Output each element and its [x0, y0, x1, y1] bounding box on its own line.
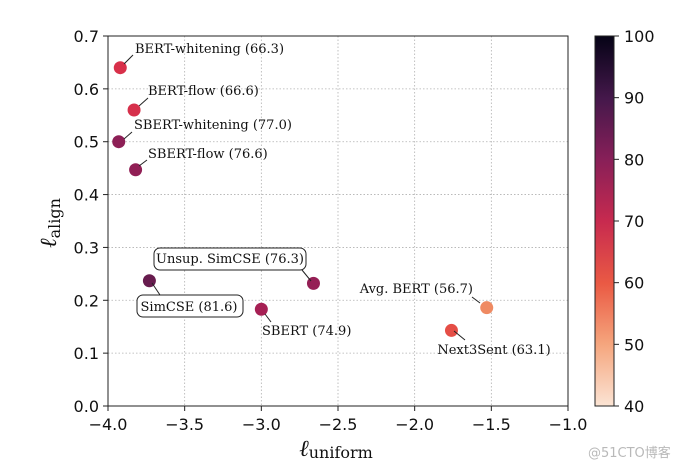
colorbar-tick-label: 90: [624, 89, 644, 108]
label-bert-flow: BERT-flow (66.6): [148, 84, 259, 99]
y-tick-label: 0.3: [74, 238, 99, 257]
x-tick-label: −3.5: [165, 415, 204, 434]
point-next3sent: [444, 323, 458, 337]
label-box-simcse: [136, 294, 244, 318]
colorbar-gradient: [594, 35, 615, 407]
y-tick-label: 0.7: [74, 27, 99, 46]
connector-sbert: [264, 313, 272, 323]
connector-avg-bert: [471, 296, 481, 304]
label-unsup-simcse: Unsup. SimCSE (76.3): [156, 252, 304, 267]
connector-next3sent: [453, 330, 466, 341]
connector-simcse: [151, 282, 161, 296]
y-tick-label: 0.0: [74, 397, 99, 416]
colorbar-tick-label: 70: [624, 212, 644, 231]
point-sbert: [254, 302, 268, 316]
point-avg-bert: [480, 301, 494, 315]
axes: −4.0 −3.5 −3.0 −2.5 −2.0 −1.5 −1.0 0.0 0.1 0.2 0.3…: [36, 27, 587, 462]
colorbar-tick-label: 100: [624, 27, 655, 46]
connector-unsup-simcse: [301, 269, 312, 282]
point-sbert-whitening: [112, 135, 126, 149]
colorbar-tick-label: 40: [624, 397, 644, 416]
point-bert-flow: [127, 103, 141, 117]
y-axis-title: ℓalign: [36, 198, 64, 248]
label-sbert-whitening: SBERT-whitening (77.0): [134, 118, 292, 133]
label-sbert: SBERT (74.9): [262, 324, 351, 339]
colorbar: 40 50 60 70 80 90 100: [594, 27, 655, 416]
y-tick-label: 0.2: [74, 291, 99, 310]
x-tick-label: −2.5: [319, 415, 358, 434]
x-tick-label: −2.0: [395, 415, 434, 434]
label-sbert-flow: SBERT-flow (76.6): [148, 147, 268, 162]
x-tick-label: −4.0: [89, 415, 128, 434]
data-points: [112, 61, 494, 337]
colorbar-tick-label: 80: [624, 150, 644, 169]
connector-sbert-whitening: [123, 131, 133, 140]
y-tick-label: 0.4: [74, 186, 99, 205]
colorbar-tick-label: 60: [624, 274, 644, 293]
point-bert-whitening: [113, 61, 127, 75]
label-simcse: SimCSE (81.6): [141, 300, 238, 315]
colorbar-tick-label: 50: [624, 335, 644, 354]
x-tick-label: −1.5: [472, 415, 511, 434]
x-tick-label: −1.0: [549, 415, 588, 434]
connector-bert-whitening: [123, 54, 134, 65]
y-tick-label: 0.5: [74, 133, 99, 152]
x-tick-label: −3.0: [242, 415, 281, 434]
point-labels: BERT-whitening (66.3) BERT-flow (66.6) SBE…: [123, 42, 551, 358]
label-box-unsup-simcse: [153, 247, 307, 271]
x-axis-title: ℓuniform: [299, 436, 373, 462]
grid-lines: [108, 36, 568, 406]
label-avg-bert: Avg. BERT (56.7): [359, 282, 473, 297]
y-tick-label: 0.6: [74, 80, 99, 99]
label-next3sent: Next3Sent (63.1): [437, 343, 550, 358]
connector-bert-flow: [138, 97, 149, 107]
connector-sbert-flow: [138, 159, 148, 167]
watermark-text: @51CTO博客: [588, 445, 671, 461]
point-sbert-flow: [129, 163, 143, 177]
label-bert-whitening: BERT-whitening (66.3): [135, 42, 284, 57]
y-tick-label: 0.1: [74, 344, 99, 363]
